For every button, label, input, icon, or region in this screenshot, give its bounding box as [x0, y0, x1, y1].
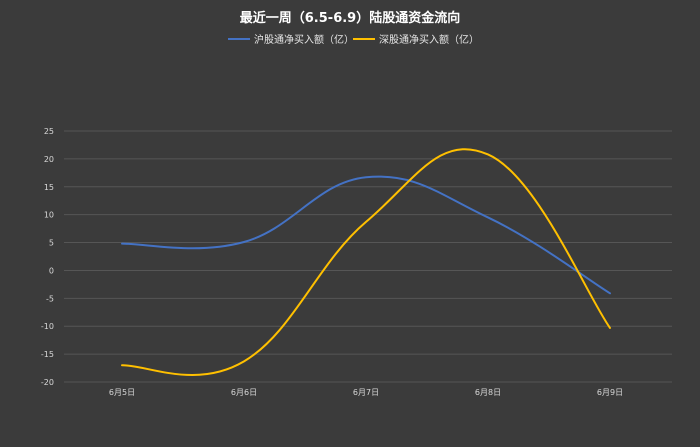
y-tick-label: 10	[44, 211, 54, 220]
gridlines	[64, 130, 672, 383]
series-line-1	[121, 175, 611, 295]
x-tick-label: 6月7日	[353, 388, 379, 397]
y-tick-label: -10	[41, 322, 54, 331]
y-tick-label: 25	[44, 127, 54, 136]
y-tick-label: 0	[49, 266, 54, 275]
y-axis-ticks: 25 20 15 10 5 0 -5 -10 -15 -20	[41, 127, 54, 387]
series-line-2	[121, 148, 611, 376]
y-tick-label: -5	[46, 294, 54, 303]
chart-title: 最近一周（6.5-6.9）陆股通资金流向	[240, 10, 460, 26]
legend: 沪股通净买入额（亿） 深股通净买入额（亿）	[228, 33, 479, 46]
legend-label-series-2: 深股通净买入额（亿）	[379, 33, 479, 46]
x-tick-label: 6月8日	[475, 388, 501, 397]
x-tick-label: 6月5日	[109, 388, 135, 397]
legend-label-series-1: 沪股通净买入额（亿）	[254, 33, 354, 46]
y-tick-label: 5	[49, 239, 54, 248]
x-axis-ticks: 6月5日 6月6日 6月7日 6月8日 6月9日	[109, 388, 623, 397]
x-tick-label: 6月9日	[597, 388, 623, 397]
y-tick-label: -15	[41, 350, 54, 359]
x-tick-label: 6月6日	[231, 388, 257, 397]
y-tick-label: 20	[44, 155, 54, 164]
y-tick-label: -20	[41, 378, 54, 387]
series-lines	[121, 148, 611, 376]
y-tick-label: 15	[44, 183, 54, 192]
